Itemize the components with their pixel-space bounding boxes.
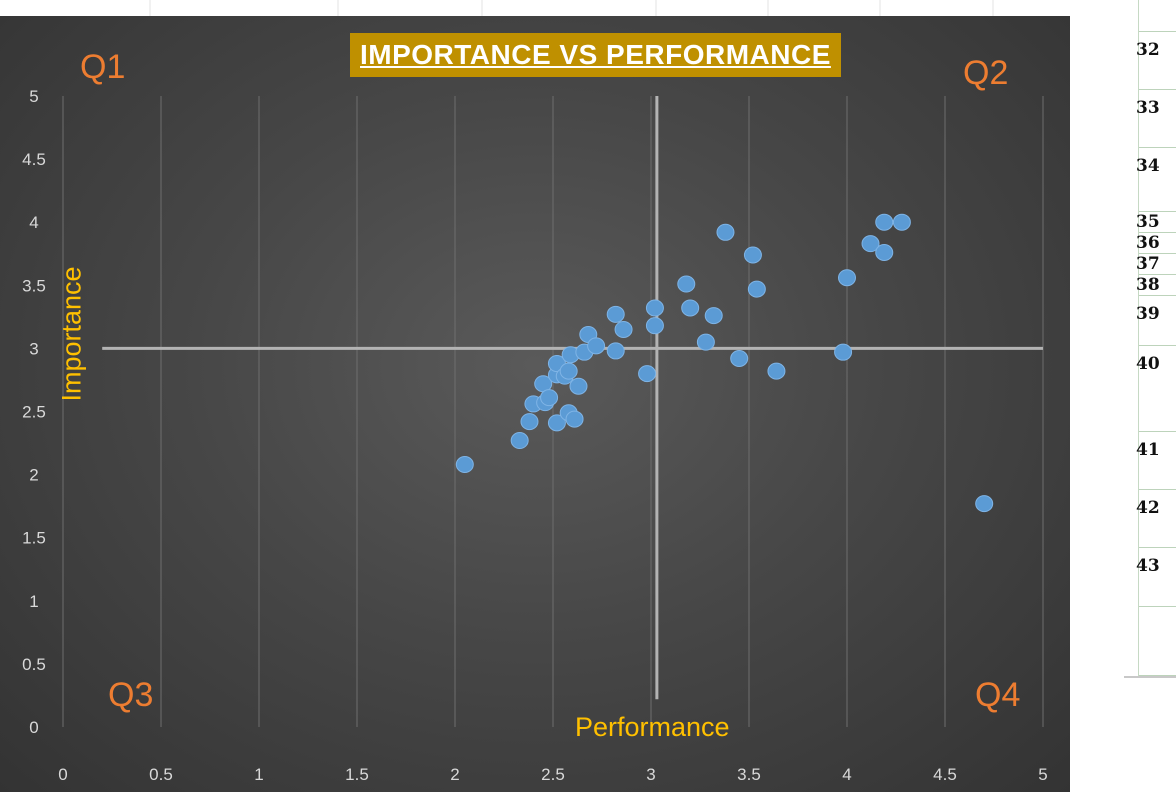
row-number: 37 [1136, 254, 1160, 274]
x-tick-label: 3 [646, 765, 655, 784]
data-point [748, 281, 765, 297]
quadrant-label-q1: Q1 [80, 48, 125, 87]
table-row: 40 [1139, 346, 1176, 432]
table-row: 39 [1139, 296, 1176, 346]
y-tick-label: 4.5 [22, 150, 46, 169]
data-point [607, 306, 624, 322]
y-tick-label: 0 [29, 718, 38, 737]
row-number: 43 [1136, 556, 1160, 576]
row-number: 34 [1136, 156, 1160, 176]
spreadsheet-row-strip: 32 33 34 35 36 37 38 39 40 41 42 43 [1138, 0, 1176, 676]
x-tick-label: 5 [1038, 765, 1047, 784]
x-axis-label: Performance [575, 712, 730, 743]
table-row: 35 [1139, 212, 1176, 233]
chart-title: IMPORTANCE VS PERFORMANCE [350, 33, 841, 77]
row-number: 36 [1136, 233, 1160, 253]
table-row [1139, 607, 1176, 676]
y-tick-label: 1 [29, 592, 38, 611]
y-tick-label: 3.5 [22, 276, 46, 295]
scatter-chart: 0 0.5 1 1.5 2 2.5 3 3.5 4 4.5 5 0 0.5 1 1.5 2 2.5 3 3.5 4 4.… [0, 16, 1070, 792]
x-tick-label: 2.5 [541, 765, 565, 784]
data-point [893, 214, 910, 230]
data-point [566, 411, 583, 427]
data-point [835, 344, 852, 360]
row-number: 39 [1136, 304, 1160, 324]
data-point [646, 300, 663, 316]
table-row: 43 [1139, 548, 1176, 607]
data-point [839, 270, 856, 286]
quadrant-label-q3: Q3 [108, 676, 153, 715]
data-point [744, 247, 761, 263]
data-point [682, 300, 699, 316]
x-tick-label: 1.5 [345, 765, 369, 784]
row-number: 42 [1136, 498, 1160, 518]
data-point [876, 214, 893, 230]
data-point [697, 334, 714, 350]
y-tick-label: 4 [29, 213, 38, 232]
row-number: 35 [1136, 212, 1160, 232]
row-number: 38 [1136, 275, 1160, 295]
data-point [768, 363, 785, 379]
x-tick-label: 2 [450, 765, 459, 784]
data-point [731, 350, 748, 366]
table-row: 34 [1139, 148, 1176, 212]
table-row: 33 [1139, 90, 1176, 148]
x-tick-label: 1 [254, 765, 263, 784]
quadrant-label-q2: Q2 [963, 54, 1008, 93]
x-tick-label: 4 [842, 765, 851, 784]
data-point [717, 224, 734, 240]
y-tick-label: 0.5 [22, 655, 46, 674]
row-number: 33 [1136, 98, 1160, 118]
data-point [456, 457, 473, 473]
table-row: 36 [1139, 233, 1176, 254]
y-tick-label: 1.5 [22, 529, 46, 548]
table-row [1139, 0, 1176, 32]
data-point [511, 433, 528, 449]
top-gridlines [0, 0, 1070, 16]
data-point [876, 244, 893, 260]
data-point [615, 321, 632, 337]
y-tick-label: 2.5 [22, 403, 46, 422]
y-tick-label: 2 [29, 466, 38, 485]
table-row: 32 [1139, 32, 1176, 90]
data-point [607, 343, 624, 359]
data-point [639, 366, 656, 382]
data-point [646, 318, 663, 334]
x-tick-label: 3.5 [737, 765, 761, 784]
data-point [521, 414, 538, 430]
data-point [588, 338, 605, 354]
data-point [570, 378, 587, 394]
row-number: 40 [1136, 354, 1160, 374]
y-axis-label: Importance [57, 266, 88, 401]
table-row: 38 [1139, 275, 1176, 296]
table-row: 37 [1139, 254, 1176, 275]
x-tick-label: 0.5 [149, 765, 173, 784]
data-point [976, 496, 993, 512]
table-row: 42 [1139, 490, 1176, 548]
data-point [678, 276, 695, 292]
y-tick-label: 3 [29, 339, 38, 358]
row-number: 32 [1136, 40, 1160, 60]
x-tick-label: 4.5 [933, 765, 957, 784]
row-number: 41 [1136, 440, 1160, 460]
data-point [541, 390, 558, 406]
quadrant-label-q4: Q4 [975, 676, 1020, 715]
data-point [560, 363, 577, 379]
x-tick-label: 0 [58, 765, 67, 784]
y-tick-label: 5 [29, 87, 38, 106]
table-row: 41 [1139, 432, 1176, 490]
data-point [705, 308, 722, 324]
table-bottom-border [1124, 676, 1176, 678]
chart-plot: 0 0.5 1 1.5 2 2.5 3 3.5 4 4.5 5 0 0.5 1 1.5 2 2.5 3 3.5 4 4.… [0, 16, 1070, 792]
